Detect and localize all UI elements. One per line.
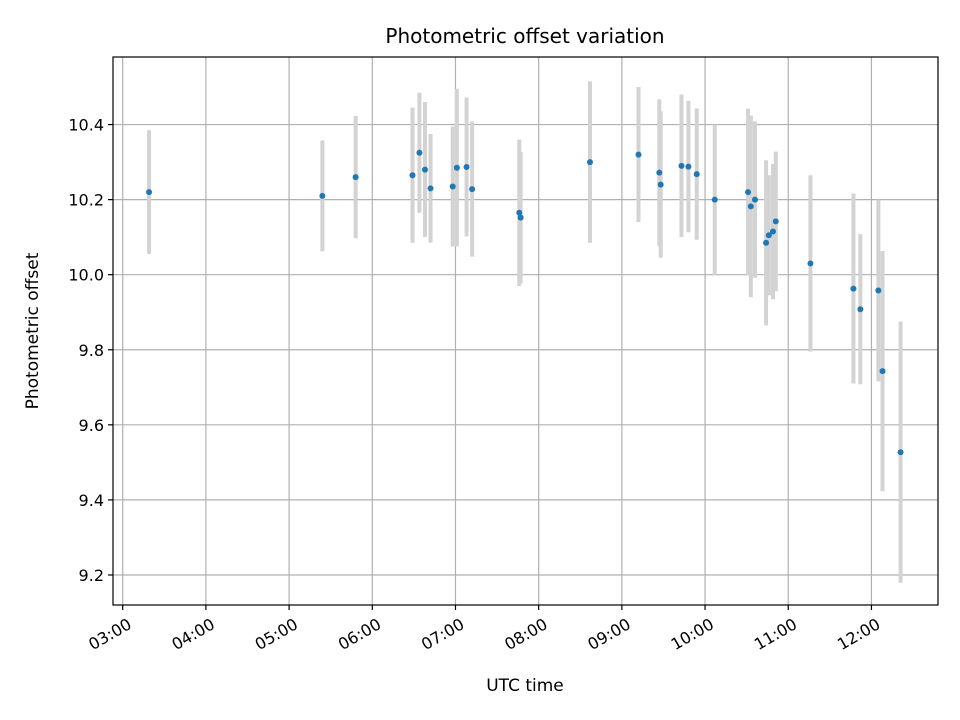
chart-title: Photometric offset variation <box>385 24 664 48</box>
data-point <box>635 151 642 158</box>
data-point <box>586 159 593 166</box>
y-axis-title: Photometric offset <box>23 252 43 409</box>
data-point <box>693 171 700 178</box>
data-point <box>850 285 857 292</box>
data-point <box>517 214 524 221</box>
data-point <box>516 209 523 216</box>
y-tick-label: 9.8 <box>79 341 104 360</box>
data-point <box>453 164 460 171</box>
data-point <box>409 172 416 179</box>
data-point <box>875 287 882 294</box>
data-point <box>807 260 814 267</box>
data-point <box>416 149 423 156</box>
y-tick-label: 10.4 <box>68 116 104 135</box>
grid-lines <box>113 57 938 605</box>
data-point <box>427 185 434 192</box>
x-axis-title: UTC time <box>486 676 564 696</box>
y-tick-label: 10.0 <box>68 266 104 285</box>
data-point <box>657 181 664 188</box>
data-point <box>897 449 904 456</box>
plot-frame <box>112 56 939 606</box>
data-point <box>319 192 326 199</box>
data-point <box>685 163 692 170</box>
data-point <box>879 368 886 375</box>
data-point <box>352 174 359 181</box>
data-point <box>711 196 718 203</box>
data-point <box>747 203 754 210</box>
data-point <box>763 239 770 246</box>
data-point <box>765 232 772 239</box>
data-point <box>656 169 663 176</box>
data-point <box>421 166 428 173</box>
data-point <box>772 218 779 225</box>
data-point <box>745 189 752 196</box>
data-point <box>449 183 456 190</box>
data-point <box>678 162 685 169</box>
data-point <box>469 186 476 193</box>
data-point <box>770 228 776 235</box>
data-point <box>463 163 470 170</box>
data-points <box>146 149 904 456</box>
y-tick-label: 9.6 <box>79 416 104 435</box>
y-tick-label: 9.2 <box>79 566 104 585</box>
y-tick-label: 10.2 <box>68 191 104 210</box>
data-point <box>146 189 153 196</box>
data-point <box>857 306 864 313</box>
data-point <box>751 196 758 203</box>
y-tick-label: 9.4 <box>79 491 104 510</box>
